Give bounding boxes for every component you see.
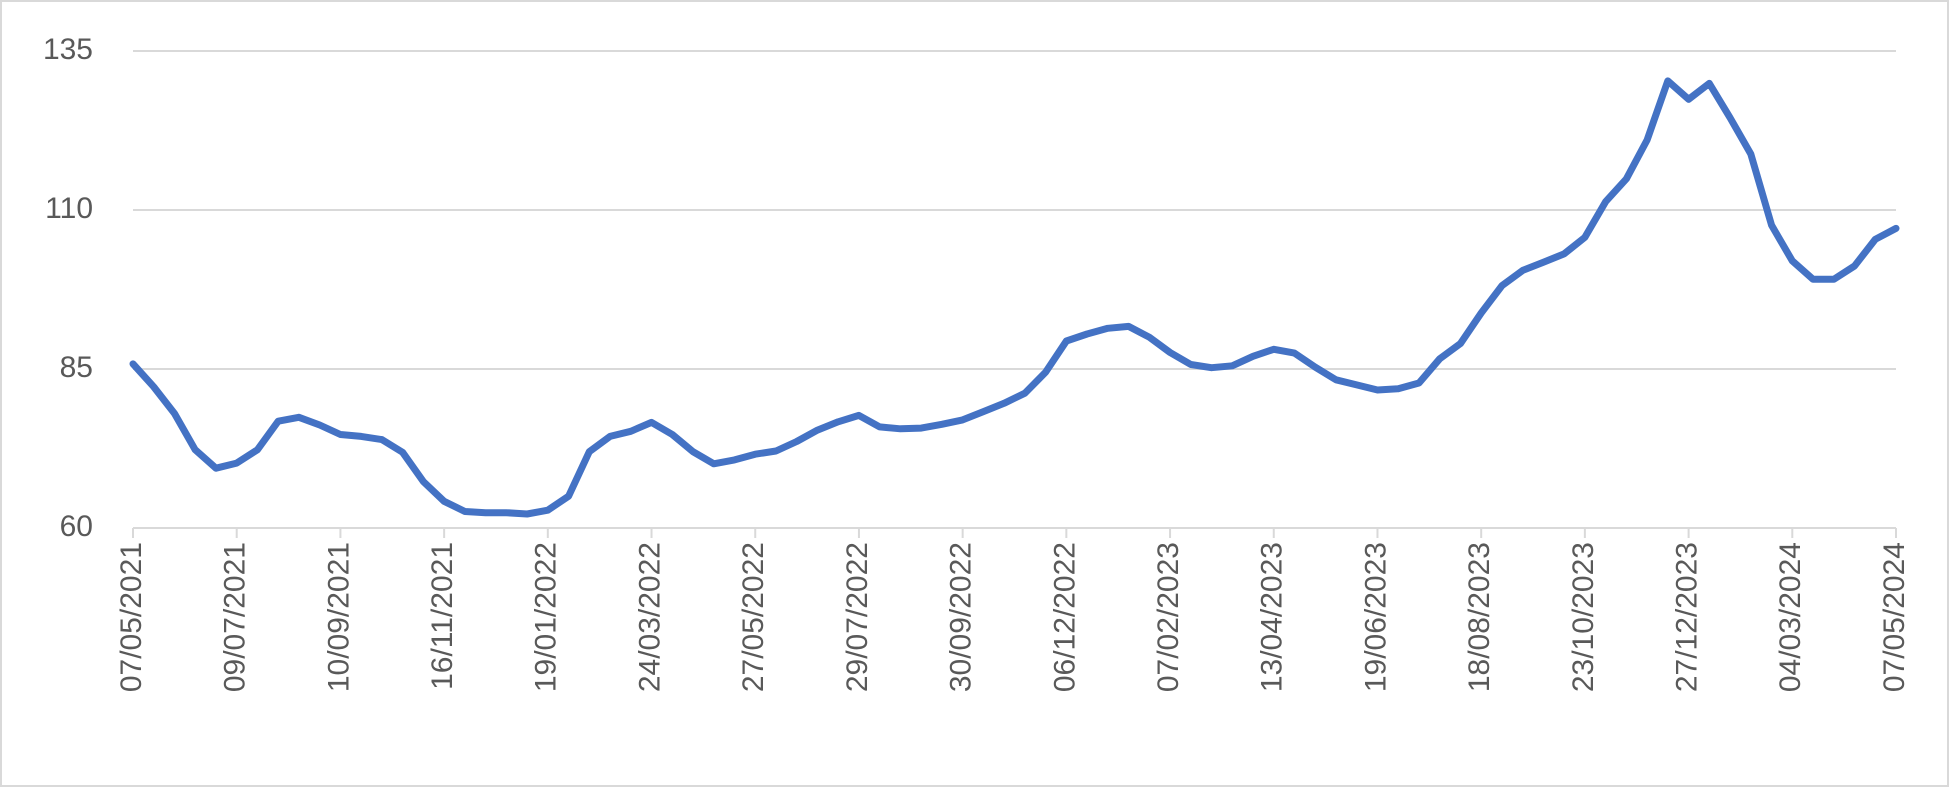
x-tick-label: 18/08/2023 [1463,542,1496,692]
x-tick-label: 04/03/2024 [1774,542,1807,692]
x-tick-label: 23/10/2023 [1567,542,1600,692]
x-tick-label: 19/01/2022 [530,542,563,692]
x-tick-label: 27/05/2022 [737,542,770,692]
y-tick-label: 85 [60,351,93,384]
x-tick-label: 30/09/2022 [945,542,978,692]
x-tick-label: 07/05/2024 [1878,542,1911,692]
x-tick-label: 13/04/2023 [1256,542,1289,692]
y-tick-label: 110 [45,192,93,225]
x-tick-label: 19/06/2023 [1359,542,1392,692]
data-line [129,77,1900,518]
x-tick-label: 09/07/2021 [219,542,252,692]
x-tick-label: 29/07/2022 [841,542,874,692]
x-tick-label: 27/12/2023 [1671,542,1704,692]
y-tick-label: 60 [60,510,93,543]
x-tick-label: 10/09/2021 [322,542,355,692]
x-tick-label: 06/12/2022 [1048,542,1081,692]
x-tick-label: 24/03/2022 [633,542,666,692]
y-tick-label: 135 [43,33,93,66]
x-tick-label: 07/05/2021 [115,542,148,692]
x-tick-label: 16/11/2021 [426,542,459,690]
x-tick-label: 07/02/2023 [1152,542,1185,692]
